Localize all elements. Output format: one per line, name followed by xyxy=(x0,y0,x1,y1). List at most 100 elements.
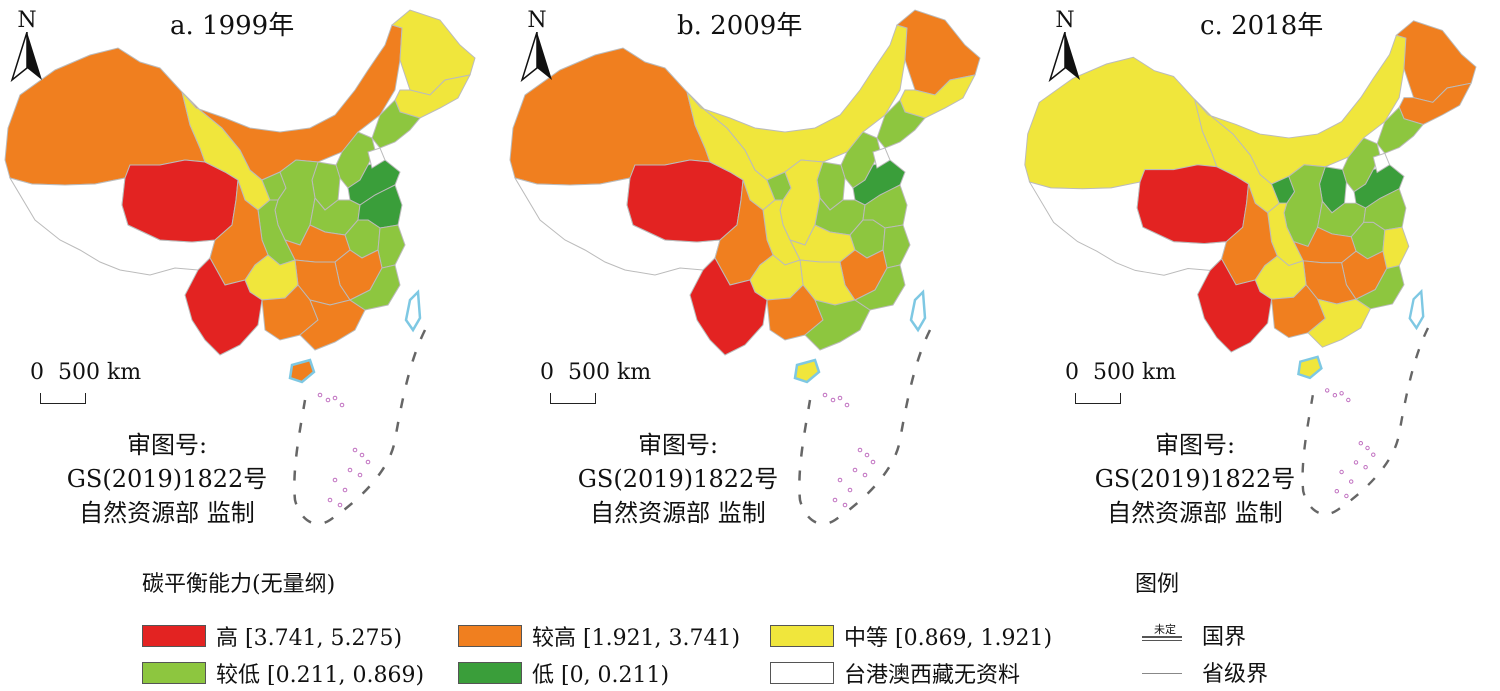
scale-label: 0 500 km xyxy=(1065,360,1177,385)
island xyxy=(342,487,348,493)
hainan-coast xyxy=(793,358,821,384)
approval-line-3: 自然资源部 监制 xyxy=(590,499,766,527)
province-taiwan xyxy=(909,289,927,333)
approval-line-2: GS(2019)1822号 xyxy=(577,465,779,493)
island xyxy=(837,477,843,483)
national-boundary-label: 国界 xyxy=(1202,625,1247,650)
island xyxy=(1332,392,1338,398)
province-liaoning xyxy=(876,99,926,149)
legend-item-higher: 较高 [1.921, 3.741) xyxy=(458,620,740,652)
province-zhejiang xyxy=(377,224,406,269)
legend-label: 低 [0, 0.211) xyxy=(532,663,670,688)
province-qinghai xyxy=(121,159,239,243)
island xyxy=(352,447,358,453)
legend-label: 台港澳西藏无资料 xyxy=(844,663,1021,688)
island xyxy=(844,402,850,408)
island xyxy=(830,397,836,403)
legend-item-low: 低 [0, 0.211) xyxy=(458,657,669,689)
island xyxy=(357,472,363,478)
island xyxy=(1348,479,1354,484)
island xyxy=(842,502,848,508)
island xyxy=(347,467,353,473)
province-neimeng xyxy=(1194,34,1407,185)
island xyxy=(325,397,331,403)
north-label: N xyxy=(527,8,547,33)
approval-line-2: GS(2019)1822号 xyxy=(66,465,268,493)
scale-bar xyxy=(1075,393,1121,404)
island xyxy=(1371,452,1376,457)
north-arrow: N xyxy=(10,10,44,86)
map-panel-2009: N b. 2009年 0 500 km 审图号: GS(2019)1822号 自… xyxy=(505,0,1005,560)
legend-provincial-boundary: 省级界 xyxy=(1140,656,1268,688)
north-label: N xyxy=(17,8,37,33)
island xyxy=(864,452,870,458)
legend-swatch xyxy=(770,662,834,684)
hainan-coast xyxy=(288,358,316,384)
island xyxy=(862,472,868,478)
south-china-sea-boundary xyxy=(1301,327,1430,516)
scale-bar xyxy=(550,393,596,404)
island xyxy=(339,402,345,408)
south-china-sea-boundary xyxy=(293,329,427,526)
legend-national-boundary: 未定 国界 xyxy=(1140,619,1246,651)
island xyxy=(857,447,863,453)
panel-title: a. 1999年 xyxy=(170,11,295,41)
legend-item-nodata: 台港澳西藏无资料 xyxy=(770,657,1020,689)
approval-note: 审图号: GS(2019)1822号 自然资源部 监制 xyxy=(563,428,793,530)
approval-line-1: 审图号: xyxy=(1154,431,1236,459)
approval-line-2: GS(2019)1822号 xyxy=(1094,465,1296,493)
map-panel-1999: N a. 1999年 0 500 km 审图号: GS(2019)1822号 自… xyxy=(0,0,500,560)
island xyxy=(852,467,858,473)
scale-label: 0 500 km xyxy=(540,360,652,385)
province-qinghai xyxy=(626,159,744,243)
china-map xyxy=(1024,20,1477,516)
undetermined-label: 未定 xyxy=(1154,623,1176,636)
province-guangdong xyxy=(1307,298,1372,348)
island xyxy=(1365,445,1370,451)
legend-label: 中等 [0.869, 1.921) xyxy=(844,626,1053,651)
province-yunnan xyxy=(1197,258,1273,353)
province-yunnan xyxy=(689,257,768,356)
approval-note: 审图号: GS(2019)1822号 自然资源部 监制 xyxy=(52,428,282,530)
province-taiwan xyxy=(1408,288,1425,331)
approval-line-1: 审图号: xyxy=(126,431,208,459)
province-guangdong xyxy=(299,299,366,351)
province-guangdong xyxy=(804,299,871,351)
province-fujian xyxy=(1355,265,1405,310)
island xyxy=(332,477,338,483)
island xyxy=(1339,469,1344,475)
province-liaoning xyxy=(371,99,421,149)
scale-label: 0 500 km xyxy=(30,360,142,385)
bohai-sea xyxy=(367,147,386,169)
provincial-boundary-sample xyxy=(1140,662,1186,682)
province-fujian xyxy=(349,264,401,311)
approval-note: 审图号: GS(2019)1822号 自然资源部 监制 xyxy=(1080,428,1310,530)
island xyxy=(365,459,371,465)
legend-swatch xyxy=(770,625,834,647)
map-panel-2018: N c. 2018年 0 500 km 审图号: GS(2019)1822号 自… xyxy=(1020,0,1500,560)
legend-label: 较低 [0.211, 0.869) xyxy=(216,663,425,688)
legend-item-lower: 较低 [0.211, 0.869) xyxy=(142,657,424,689)
boundary-legend-title: 图例 xyxy=(1135,572,1180,597)
approval-line-3: 自然资源部 监制 xyxy=(1107,499,1283,527)
province-zhejiang xyxy=(882,224,911,269)
island xyxy=(1358,440,1364,446)
provincial-boundary-label: 省级界 xyxy=(1202,662,1269,687)
island xyxy=(332,395,338,401)
north-label: N xyxy=(1055,8,1075,33)
province-zhejiang xyxy=(1382,226,1410,270)
island xyxy=(1363,464,1368,470)
island xyxy=(1353,460,1359,465)
north-arrow: N xyxy=(520,10,554,86)
hainan-coast xyxy=(1297,355,1323,380)
china-map xyxy=(4,9,476,526)
china-map xyxy=(509,9,981,526)
province-neimeng xyxy=(181,24,403,181)
legend-swatch xyxy=(142,625,206,647)
province-liaoning xyxy=(1376,106,1425,154)
national-boundary-sample: 未定 xyxy=(1140,623,1186,645)
approval-line-1: 审图号: xyxy=(637,431,719,459)
province-taiwan xyxy=(404,289,422,333)
island xyxy=(337,502,343,508)
legend-swatch xyxy=(142,662,206,684)
